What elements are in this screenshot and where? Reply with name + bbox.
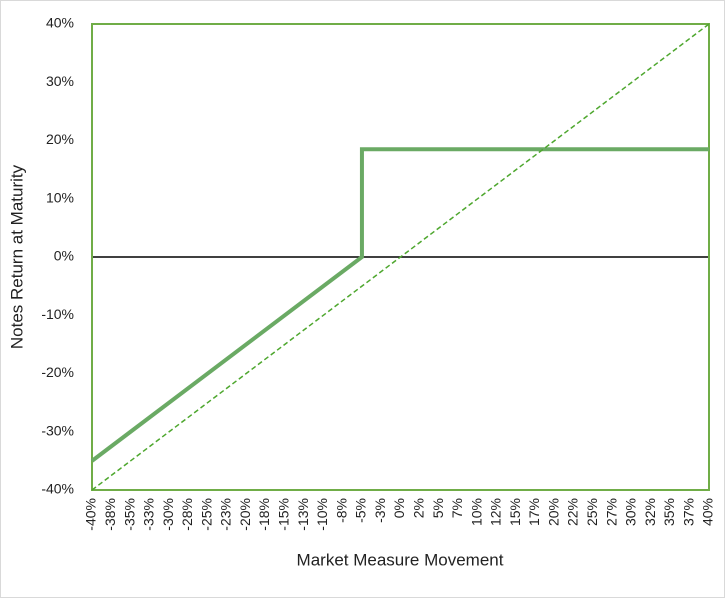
y-tick-label: 20% xyxy=(46,131,74,147)
line-series xyxy=(91,23,710,491)
x-tick-label: 7% xyxy=(449,498,465,518)
x-tick-label: -33% xyxy=(141,498,157,531)
y-tick-label: 30% xyxy=(46,73,74,89)
x-tick-label: 12% xyxy=(488,498,504,526)
x-tick-label: 20% xyxy=(545,498,561,526)
x-tick-label: 10% xyxy=(468,498,484,526)
x-tick-label: -15% xyxy=(276,498,292,531)
y-tick-label: 10% xyxy=(46,189,74,205)
x-tick-label: -35% xyxy=(121,498,137,531)
x-tick-label: 0% xyxy=(391,498,407,518)
x-tick-label: 15% xyxy=(507,498,523,526)
x-tick-label: -20% xyxy=(237,498,253,531)
x-tick-label: 40% xyxy=(700,498,716,526)
x-tick-label: 35% xyxy=(661,498,677,526)
x-tick-label: -25% xyxy=(198,498,214,531)
y-tick-label: 40% xyxy=(46,15,74,31)
x-tick-label: -18% xyxy=(256,498,272,531)
x-tick-label: 2% xyxy=(410,498,426,518)
x-tick-label: -38% xyxy=(102,498,118,531)
x-tick-label: 25% xyxy=(584,498,600,526)
x-tick-label: 17% xyxy=(526,498,542,526)
y-axis-title: Notes Return at Maturity xyxy=(7,164,26,349)
x-tick-label: -10% xyxy=(314,498,330,531)
x-tick-label: -8% xyxy=(333,498,349,523)
x-tick-label: -23% xyxy=(218,498,234,531)
x-tick-label: -5% xyxy=(353,498,369,523)
x-tick-label: 5% xyxy=(430,498,446,518)
x-tick-label: -40% xyxy=(83,498,99,531)
plot-frame xyxy=(91,23,710,491)
x-tick-label: 37% xyxy=(680,498,696,526)
x-tick-label: 32% xyxy=(642,498,658,526)
x-tick-label: -30% xyxy=(160,498,176,531)
y-tick-label: -40% xyxy=(41,481,74,497)
x-tick-label: -3% xyxy=(372,498,388,523)
y-tick-label: 0% xyxy=(54,248,74,264)
x-axis-title: Market Measure Movement xyxy=(297,550,504,569)
x-tick-label: -13% xyxy=(295,498,311,531)
x-tick-label: 30% xyxy=(623,498,639,526)
y-tick-label: -30% xyxy=(41,422,74,438)
y-tick-label: -10% xyxy=(41,306,74,322)
y-tick-label: -20% xyxy=(41,364,74,380)
x-tick-label: 22% xyxy=(565,498,581,526)
line-series xyxy=(90,147,709,463)
x-tick-label: 27% xyxy=(603,498,619,526)
x-tick-label: -28% xyxy=(179,498,195,531)
